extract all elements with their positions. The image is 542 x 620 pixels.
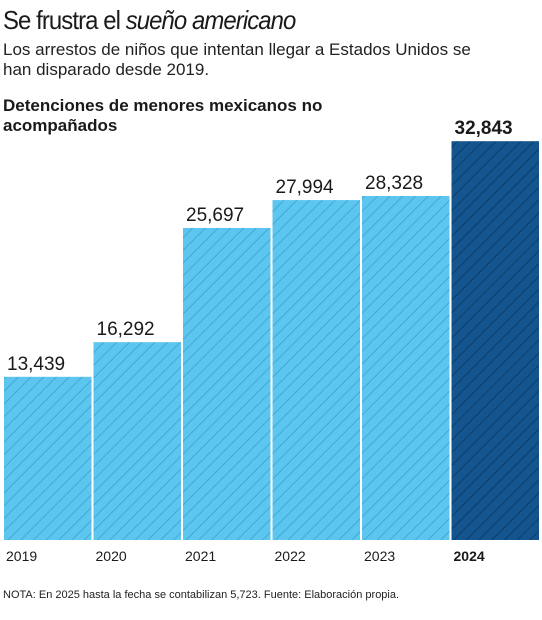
value-label-2022: 27,994: [276, 177, 335, 198]
value-label-2019: 13,439: [7, 354, 65, 375]
page-title: Se frustra el sueño americano: [3, 4, 297, 36]
value-label-2023: 28,328: [365, 173, 423, 194]
value-label-2021: 25,697: [186, 205, 244, 226]
value-label-bg: [93, 315, 181, 341]
category-label-2022: 2022: [275, 548, 306, 564]
footnote: NOTA: En 2025 hasta la fecha se contabil…: [3, 589, 400, 601]
bar-2020: [93, 342, 181, 540]
value-label-2024: 32,843: [455, 118, 513, 139]
bar-2022: [272, 200, 360, 540]
value-label-bg: [4, 349, 92, 375]
chart-title: Detenciones de menores mexicanos no acom…: [3, 96, 323, 135]
title-italic: sueño americano: [125, 5, 297, 35]
bar-2021: [183, 227, 271, 540]
category-label-2020: 2020: [96, 548, 127, 564]
value-label-2020: 16,292: [97, 319, 155, 340]
bar-2019: [4, 376, 92, 540]
category-label-2023: 2023: [364, 548, 395, 564]
value-label-bg: [451, 114, 539, 140]
bar-2024: [451, 141, 539, 540]
value-label-bg: [183, 200, 271, 226]
value-label-bg: [272, 173, 360, 199]
value-label-bg: [362, 169, 450, 195]
category-label-2021: 2021: [185, 548, 216, 564]
bar-2023: [362, 196, 450, 540]
category-label-2019: 2019: [6, 548, 37, 564]
subtitle: Los arrestos de niños que intentan llega…: [3, 40, 471, 79]
category-label-2024: 2024: [454, 548, 485, 564]
title-main: Se frustra el: [3, 5, 126, 35]
